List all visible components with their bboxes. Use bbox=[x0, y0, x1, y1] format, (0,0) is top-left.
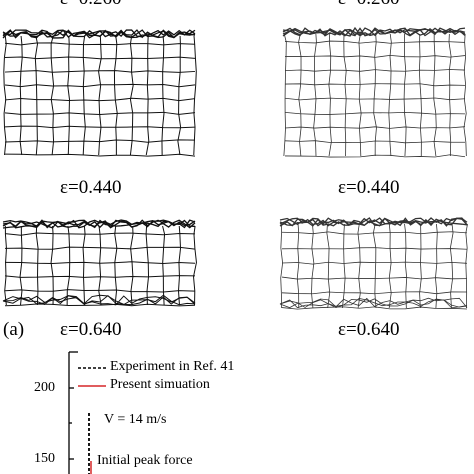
legend-label-simulation: Present simuation bbox=[110, 377, 210, 392]
strain-label-top-left: ε=0.260 bbox=[60, 0, 121, 8]
mesh-panel-1 bbox=[2, 29, 197, 157]
strain-label-top-right: ε=0.260 bbox=[338, 0, 399, 8]
strain-label-bottom-left: ε=0.640 bbox=[60, 319, 122, 340]
panel-label: (a) bbox=[3, 319, 25, 340]
chart-axes bbox=[68, 351, 78, 474]
mesh-panel-4 bbox=[279, 217, 468, 310]
strain-label-mid-right: ε=0.440 bbox=[338, 177, 400, 198]
ytick-150: 150 bbox=[34, 451, 55, 466]
annotation-peak-force: Initial peak force bbox=[97, 453, 193, 468]
annotation-velocity: V = 14 m/s bbox=[104, 412, 167, 427]
strain-label-mid-left: ε=0.440 bbox=[60, 177, 122, 198]
mesh-panel-3 bbox=[2, 219, 197, 307]
strain-label-bottom-right: ε=0.640 bbox=[338, 319, 400, 340]
ytick-200: 200 bbox=[34, 380, 55, 395]
legend-label-experiment: Experiment in Ref. 41 bbox=[110, 359, 235, 374]
mesh-panel-2 bbox=[282, 26, 467, 158]
